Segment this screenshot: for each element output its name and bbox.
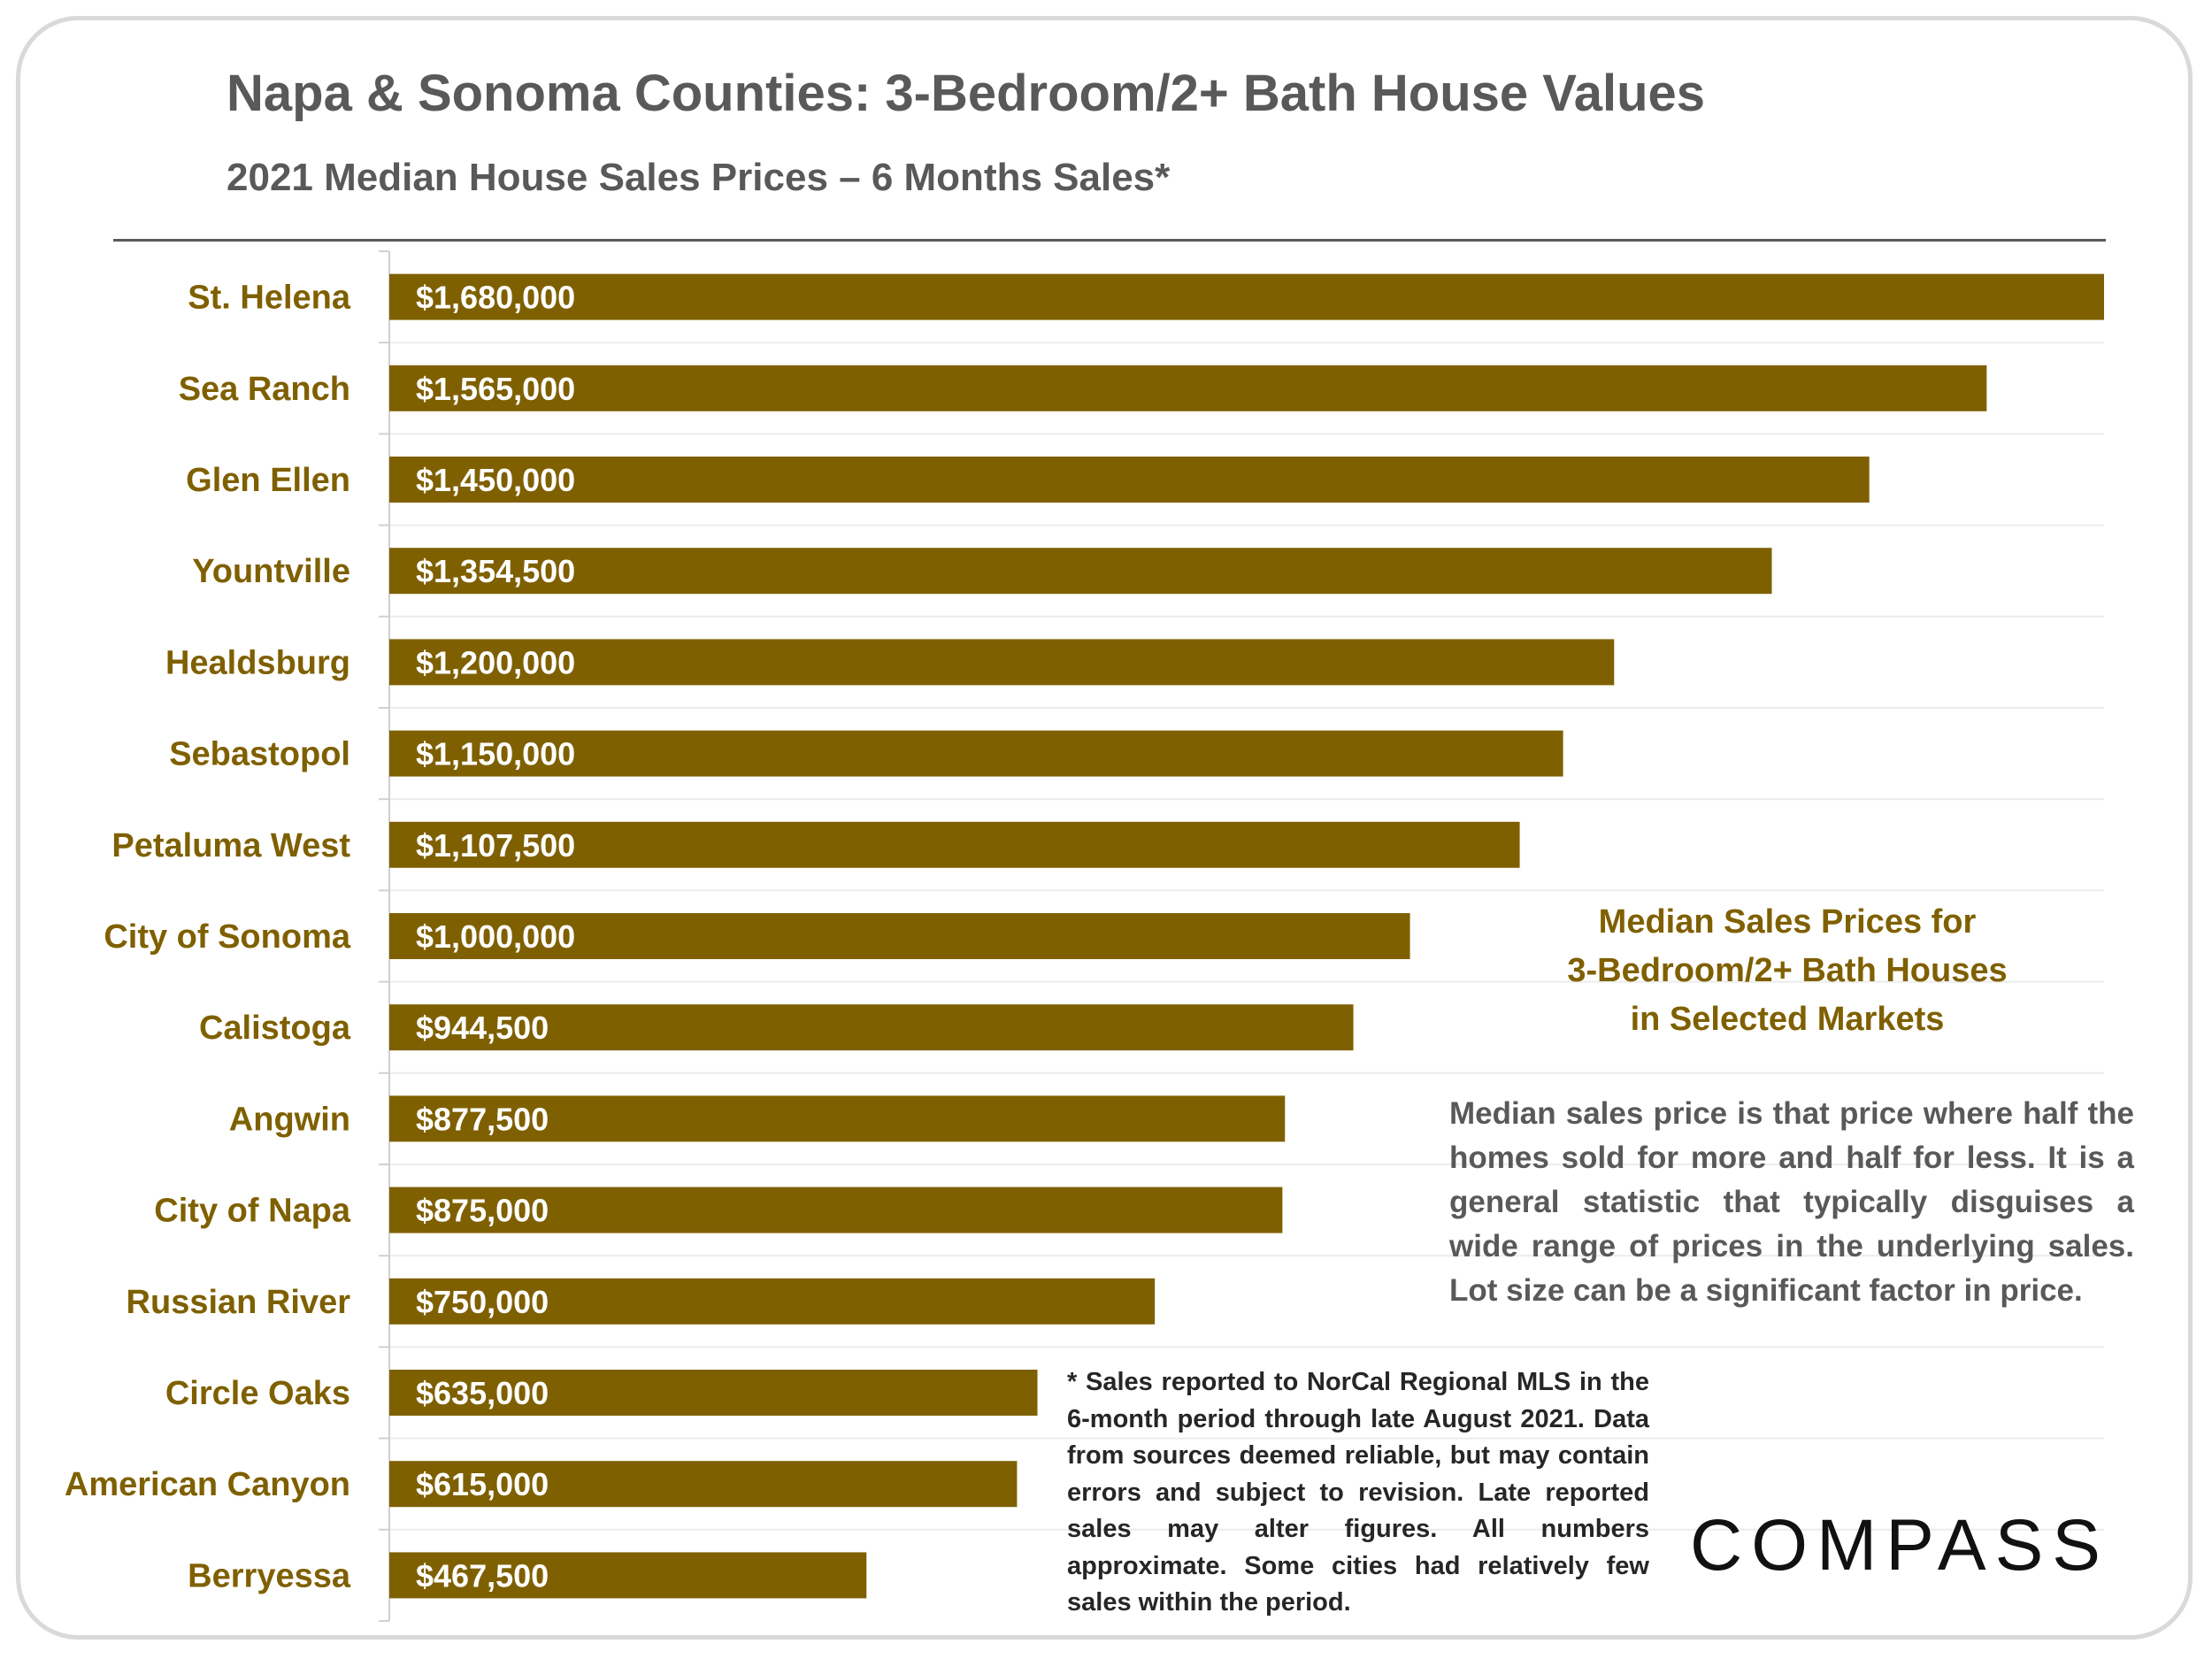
footnote: * Sales reported to NorCal Regional MLS …: [1067, 1368, 1649, 1617]
compass-logo: COMPASS: [1690, 1505, 2109, 1586]
bar: [389, 1095, 1286, 1142]
annotation-body: Median sales price is that price where h…: [1449, 1096, 2134, 1308]
title-divider: [113, 239, 2106, 242]
bar: [389, 365, 1987, 411]
data-label: $1,354,500: [416, 553, 575, 589]
category-label: Healdsburg: [165, 644, 350, 681]
bar: [389, 1278, 1156, 1325]
bar: [389, 548, 1772, 595]
data-label: $635,000: [416, 1375, 549, 1411]
data-label: $1,000,000: [416, 918, 575, 955]
category-label: Sea Ranch: [179, 371, 350, 408]
bar: [389, 1370, 1038, 1416]
bar: [389, 913, 1410, 959]
category-label: Angwin: [229, 1101, 350, 1138]
annotation-heading-line-2: 3-Bedroom/2+ Bath Houses: [1567, 952, 2008, 989]
category-label: Calistoga: [199, 1010, 351, 1047]
data-label: $944,500: [416, 1010, 549, 1046]
bar: [389, 1461, 1018, 1508]
data-label: $615,000: [416, 1466, 549, 1502]
annotation-heading-line-1: Median Sales Prices for: [1598, 903, 1977, 941]
chart-title: Napa & Sonoma Counties: 3-Bedroom/2+ Bat…: [227, 65, 1706, 122]
data-label: $877,500: [416, 1101, 549, 1137]
bar: [389, 1187, 1283, 1233]
data-label: $1,200,000: [416, 644, 575, 680]
bar: [389, 1004, 1354, 1051]
category-label: American Canyon: [65, 1466, 350, 1503]
bar: [389, 273, 2104, 320]
data-label: $1,107,500: [416, 827, 575, 864]
category-label: City of Napa: [154, 1193, 351, 1230]
category-label: St. Helena: [188, 280, 351, 317]
bar: [389, 457, 1870, 503]
data-label: $1,150,000: [416, 736, 575, 772]
category-label: Russian River: [127, 1284, 351, 1321]
category-label: Sebastopol: [169, 736, 350, 773]
data-label: $1,680,000: [416, 280, 575, 316]
data-label: $1,565,000: [416, 371, 575, 407]
data-label: $467,500: [416, 1557, 549, 1594]
bar: [389, 639, 1615, 686]
annotation-heading: Median Sales Prices for 3-Bedroom/2+ Bat…: [1425, 898, 2150, 1044]
category-label: City of Sonoma: [104, 918, 351, 956]
bar: [389, 1552, 867, 1599]
bar: [389, 730, 1563, 777]
category-label: Berryessa: [188, 1557, 351, 1594]
bar: [389, 821, 1520, 868]
annotation-heading-line-3: in Selected Markets: [1630, 1001, 1945, 1038]
data-label: $1,450,000: [416, 462, 575, 498]
category-label: Petaluma West: [111, 827, 350, 864]
category-label: Yountville: [192, 553, 350, 590]
chart-subtitle: 2021 Median House Sales Prices – 6 Month…: [227, 156, 1171, 199]
data-label: $875,000: [416, 1193, 549, 1229]
category-label: Glen Ellen: [186, 462, 350, 499]
category-label: Circle Oaks: [165, 1375, 350, 1412]
data-label: $750,000: [416, 1284, 549, 1320]
